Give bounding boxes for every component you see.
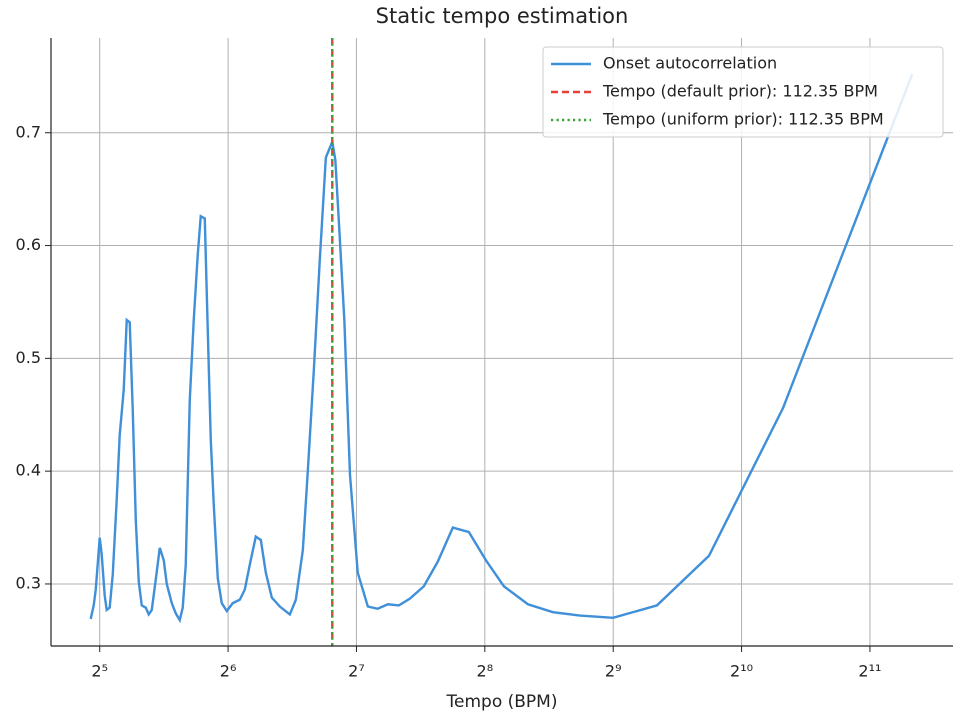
- x-tick-label: 2¹⁰: [730, 662, 753, 681]
- legend-label: Tempo (uniform prior): 112.35 BPM: [602, 110, 884, 129]
- y-tick-label: 0.5: [16, 348, 41, 367]
- x-tick-label: 2⁹: [605, 662, 622, 681]
- x-tick-label: 2⁷: [348, 662, 365, 681]
- chart-title: Static tempo estimation: [376, 4, 629, 28]
- plot: [89, 38, 914, 646]
- y-tick-label: 0.3: [16, 573, 41, 592]
- x-axis-label: Tempo (BPM): [446, 692, 558, 712]
- legend-box: [542, 46, 944, 138]
- y-tick-label: 0.6: [16, 235, 41, 254]
- data-line: [89, 73, 914, 624]
- legend: Onset autocorrelation Tempo (default prio…: [542, 46, 944, 138]
- x-tick-label: 2¹¹: [858, 662, 881, 681]
- legend-label: Onset autocorrelation: [603, 54, 777, 73]
- x-tick-label: 2⁸: [477, 662, 494, 681]
- y-tick-label: 0.7: [16, 122, 41, 141]
- y-tick-label: 0.4: [16, 461, 41, 480]
- legend-label: Tempo (default prior): 112.35 BPM: [602, 82, 878, 101]
- x-tick-label: 2⁵: [91, 662, 108, 681]
- x-tick-label: 2⁶: [220, 662, 237, 681]
